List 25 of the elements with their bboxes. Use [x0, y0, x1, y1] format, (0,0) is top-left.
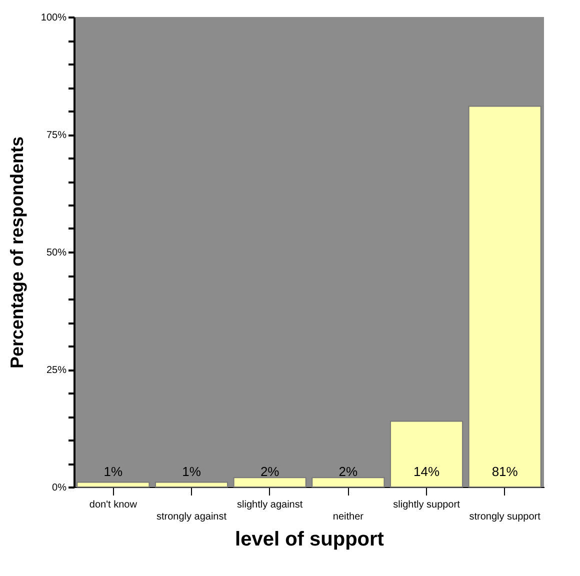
- y-tick-label: 75%: [46, 130, 67, 141]
- bar: [468, 106, 542, 488]
- x-tick-label: slightly against: [237, 500, 303, 510]
- bar: [154, 482, 228, 488]
- data-label: 81%: [492, 464, 518, 479]
- y-tick-label: 0%: [52, 482, 67, 494]
- data-label: 2%: [260, 464, 280, 479]
- x-tick-label: strongly support: [469, 512, 541, 522]
- x-axis-title: level of support: [235, 528, 384, 550]
- y-tick-label: 50%: [46, 248, 67, 258]
- x-tick-label: neither: [332, 512, 364, 522]
- bar: [233, 477, 306, 488]
- x-tick-label: strongly against: [156, 512, 227, 522]
- y-tick-label: 25%: [46, 365, 67, 376]
- bar: [76, 482, 150, 488]
- data-label: 1%: [104, 464, 123, 479]
- data-label: 1%: [182, 464, 202, 479]
- y-axis-title: Percentage of respondents: [6, 136, 27, 369]
- x-tick-label: slightly support: [393, 500, 460, 510]
- bar: [390, 420, 464, 488]
- y-tick-label: 100%: [40, 12, 67, 24]
- bar: [312, 477, 385, 488]
- x-tick-label: don't know: [89, 500, 138, 510]
- data-label: 14%: [413, 464, 440, 479]
- data-label: 2%: [338, 464, 358, 479]
